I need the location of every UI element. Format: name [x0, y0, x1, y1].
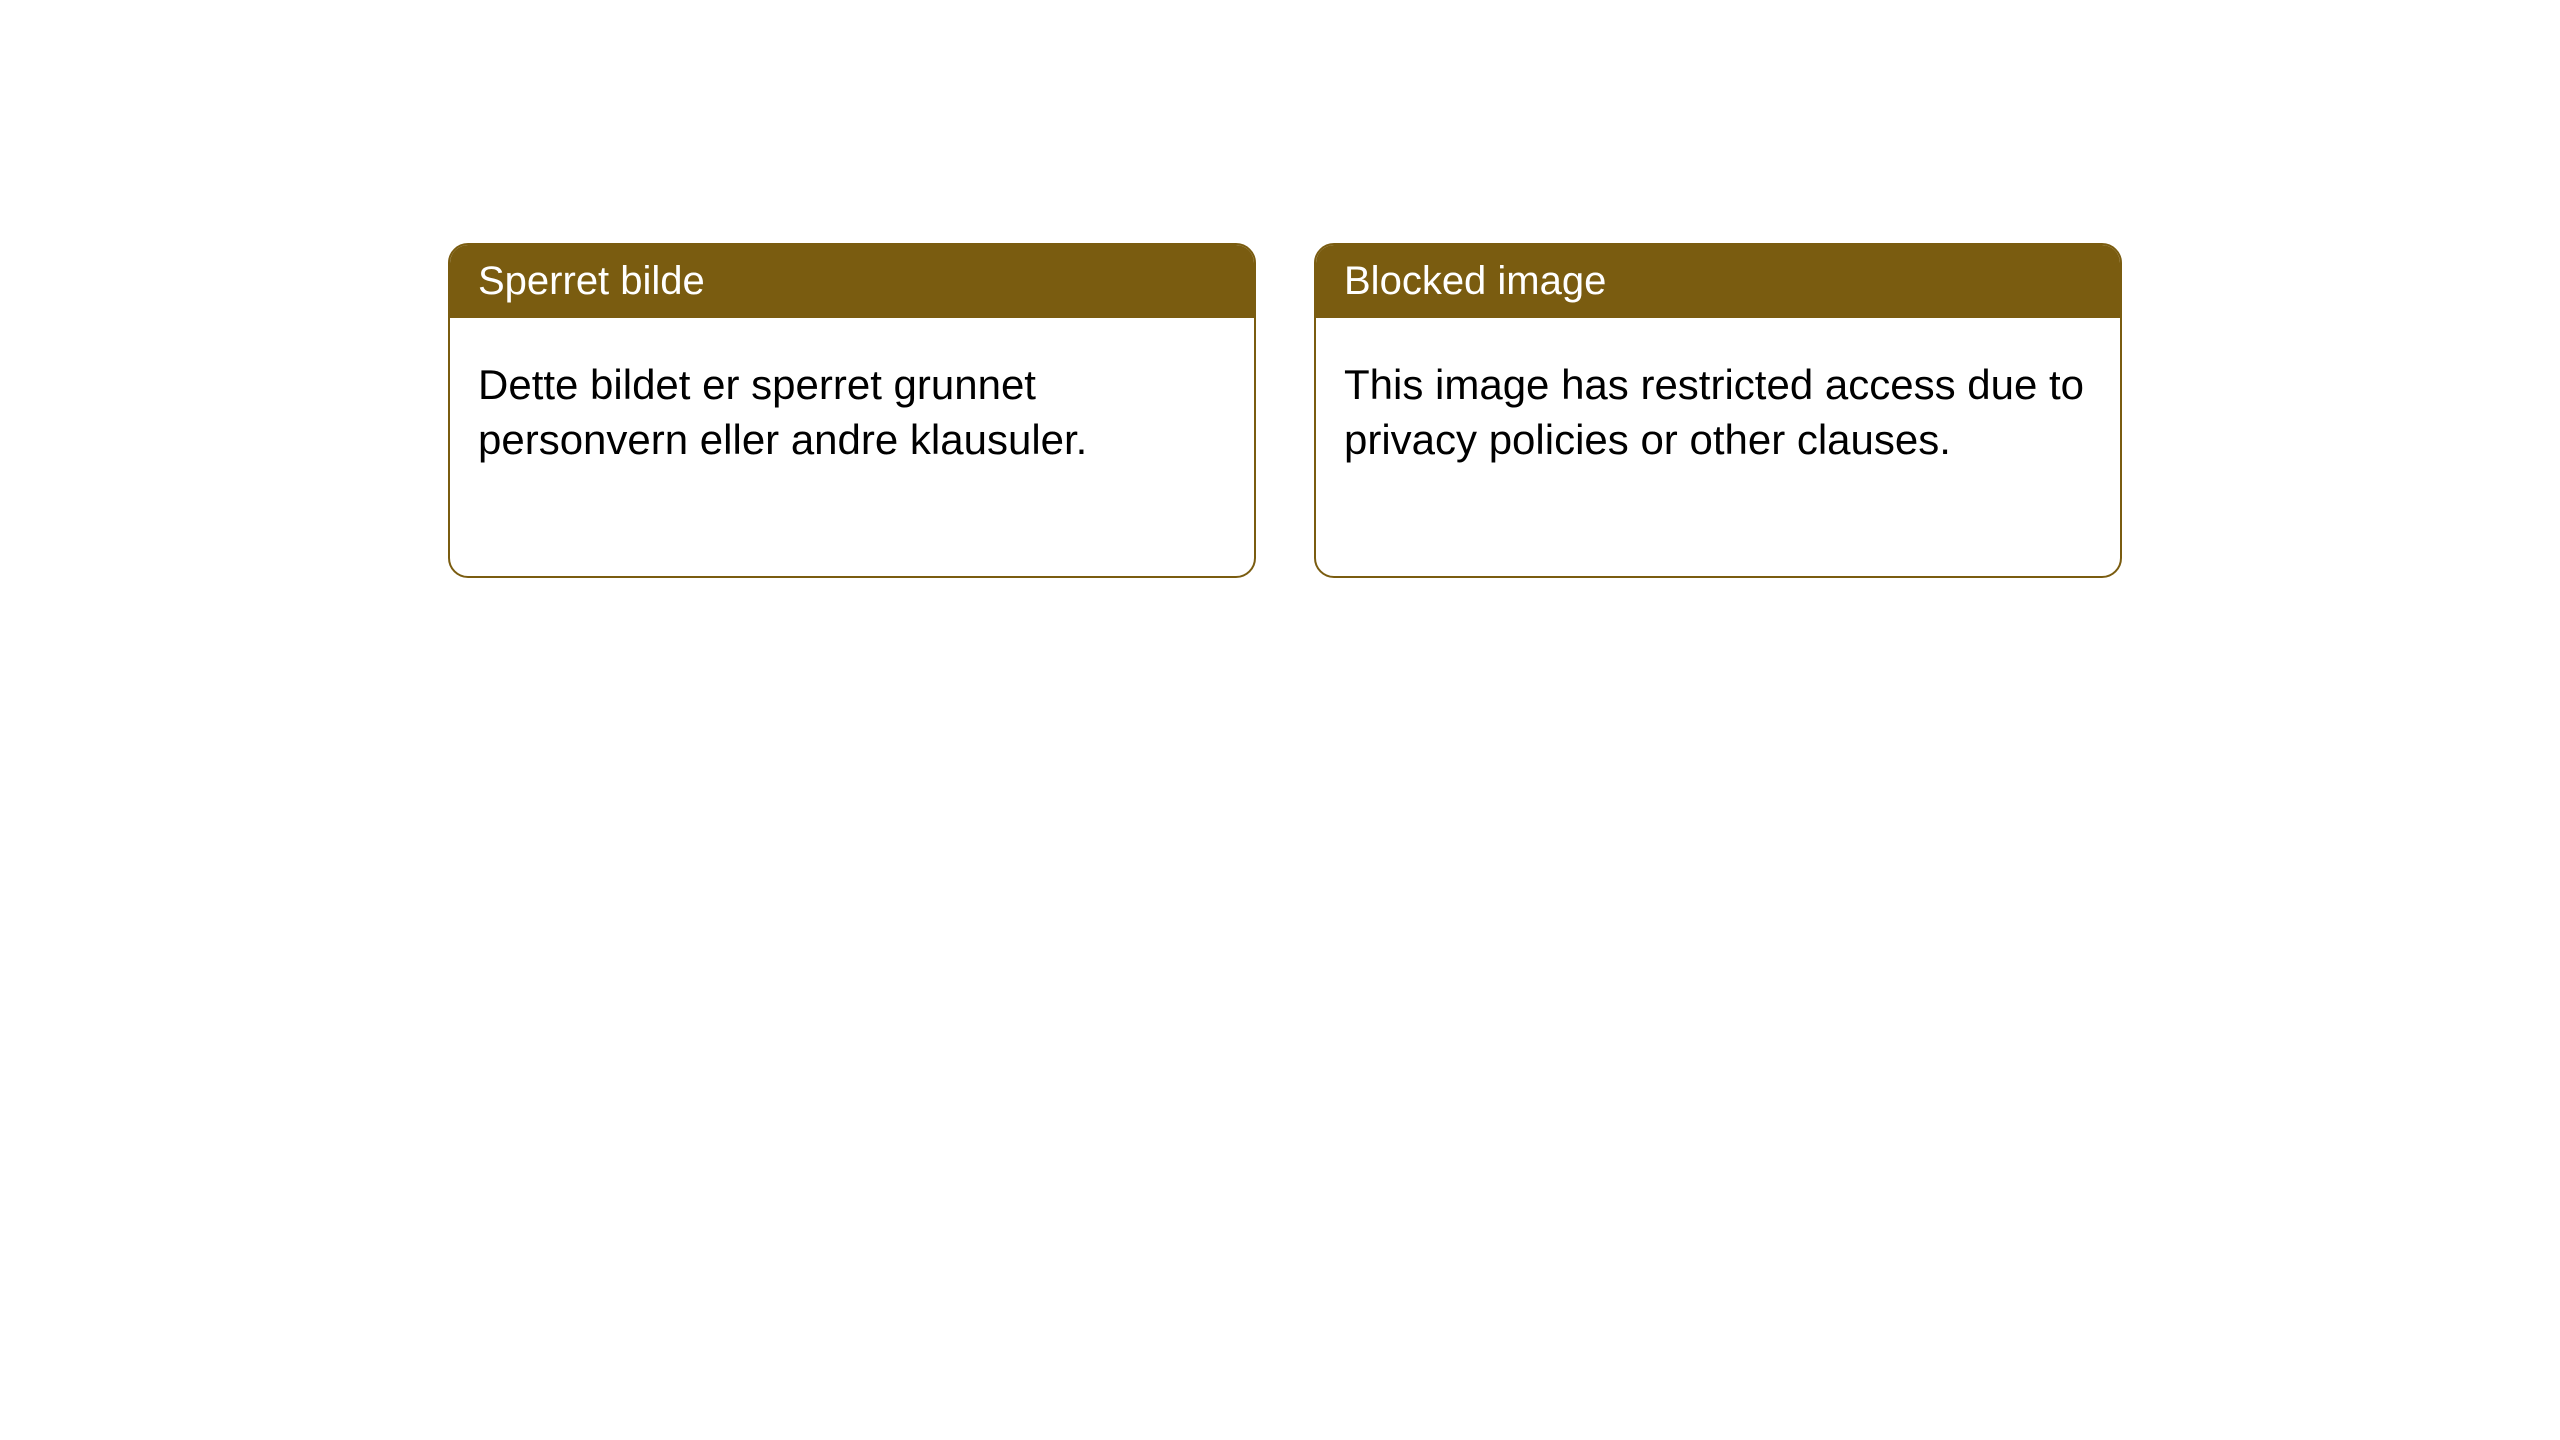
notice-box-english: Blocked image This image has restricted … [1314, 243, 2122, 578]
notice-body: This image has restricted access due to … [1316, 318, 2120, 507]
notice-container: Sperret bilde Dette bildet er sperret gr… [448, 243, 2122, 578]
notice-title: Blocked image [1344, 259, 1606, 303]
notice-body: Dette bildet er sperret grunnet personve… [450, 318, 1254, 507]
notice-text: Dette bildet er sperret grunnet personve… [478, 361, 1087, 463]
notice-header: Blocked image [1316, 245, 2120, 318]
notice-text: This image has restricted access due to … [1344, 361, 2084, 463]
notice-header: Sperret bilde [450, 245, 1254, 318]
notice-box-norwegian: Sperret bilde Dette bildet er sperret gr… [448, 243, 1256, 578]
notice-title: Sperret bilde [478, 259, 705, 303]
